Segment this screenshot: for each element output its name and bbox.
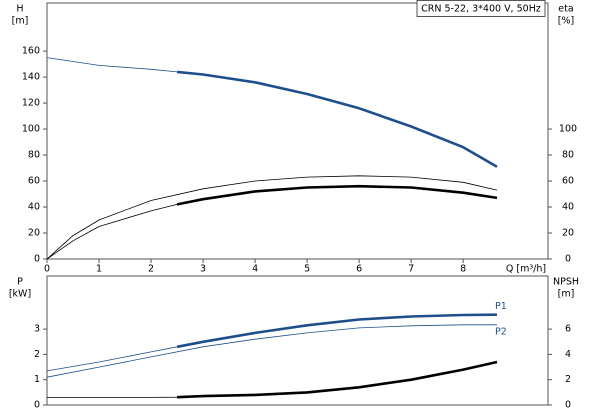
y2-tick-label: 100 (559, 124, 577, 135)
y2-tick-label: 40 (562, 202, 574, 213)
y-tick-label: 20 (28, 228, 40, 239)
x-tick-label: 1 (96, 264, 102, 275)
y2-tick-label: 20 (562, 228, 574, 239)
y-tick-label: 160 (22, 46, 40, 57)
y-axis-label: H (16, 4, 23, 15)
y-tick-label: 3 (34, 324, 40, 335)
series-line (46, 175, 498, 260)
y-axis-label: P (17, 277, 23, 288)
series-line (47, 361, 498, 398)
series-line-bold (176, 70, 498, 168)
series-line (46, 57, 498, 168)
series-line-bold (176, 313, 498, 349)
y-tick-label: 120 (22, 98, 40, 109)
y-tick-label: 2 (34, 349, 40, 360)
y-tick-label: 0 (34, 400, 40, 411)
series-line-bold (176, 184, 498, 206)
y2-tick-label: 0 (565, 254, 571, 265)
title-box (416, 0, 546, 17)
y2-tick-label: 60 (562, 176, 574, 187)
y2-axis-label: NPSH (553, 277, 579, 288)
x-tick-label: 4 (252, 264, 258, 275)
y-tick-label: 0 (34, 254, 40, 265)
x-axis-label: Q [m³/h] (506, 264, 546, 275)
series-line (46, 185, 498, 260)
series-label: P2 (495, 326, 507, 337)
series-line (46, 314, 498, 372)
y-tick-label: 60 (28, 176, 40, 187)
y-axis-unit: [kW] (9, 289, 31, 300)
series-line-bold (177, 360, 498, 399)
y2-tick-label: 4 (565, 349, 571, 360)
y2-axis-unit: [%] (558, 16, 574, 27)
chart-title: CRN 5-22, 3*400 V, 50Hz (421, 4, 541, 15)
y2-axis-label: eta (558, 4, 573, 15)
x-tick-label: 2 (148, 264, 154, 275)
x-tick-label: 6 (356, 264, 362, 275)
y2-tick-label: 0 (565, 400, 571, 411)
x-tick-label: 0 (44, 264, 50, 275)
x-tick-label: 5 (304, 264, 310, 275)
y-tick-label: 40 (28, 202, 40, 213)
plot-frame (46, 275, 549, 406)
y2-axis-unit: [m] (558, 289, 575, 300)
series-line (46, 324, 497, 378)
y2-tick-label: 80 (562, 150, 574, 161)
x-tick-label: 8 (460, 264, 466, 275)
y-tick-label: 100 (22, 124, 40, 135)
y-tick-label: 140 (22, 72, 40, 83)
y2-tick-label: 2 (565, 374, 571, 385)
plot-frame (46, 2, 549, 260)
series-label: P1 (495, 301, 507, 312)
y-tick-label: 1 (34, 374, 40, 385)
x-tick-label: 3 (200, 264, 206, 275)
y2-tick-label: 6 (565, 324, 571, 335)
y-tick-label: 80 (28, 150, 40, 161)
x-tick-label: 7 (408, 264, 414, 275)
y-axis-unit: [m] (12, 16, 29, 27)
